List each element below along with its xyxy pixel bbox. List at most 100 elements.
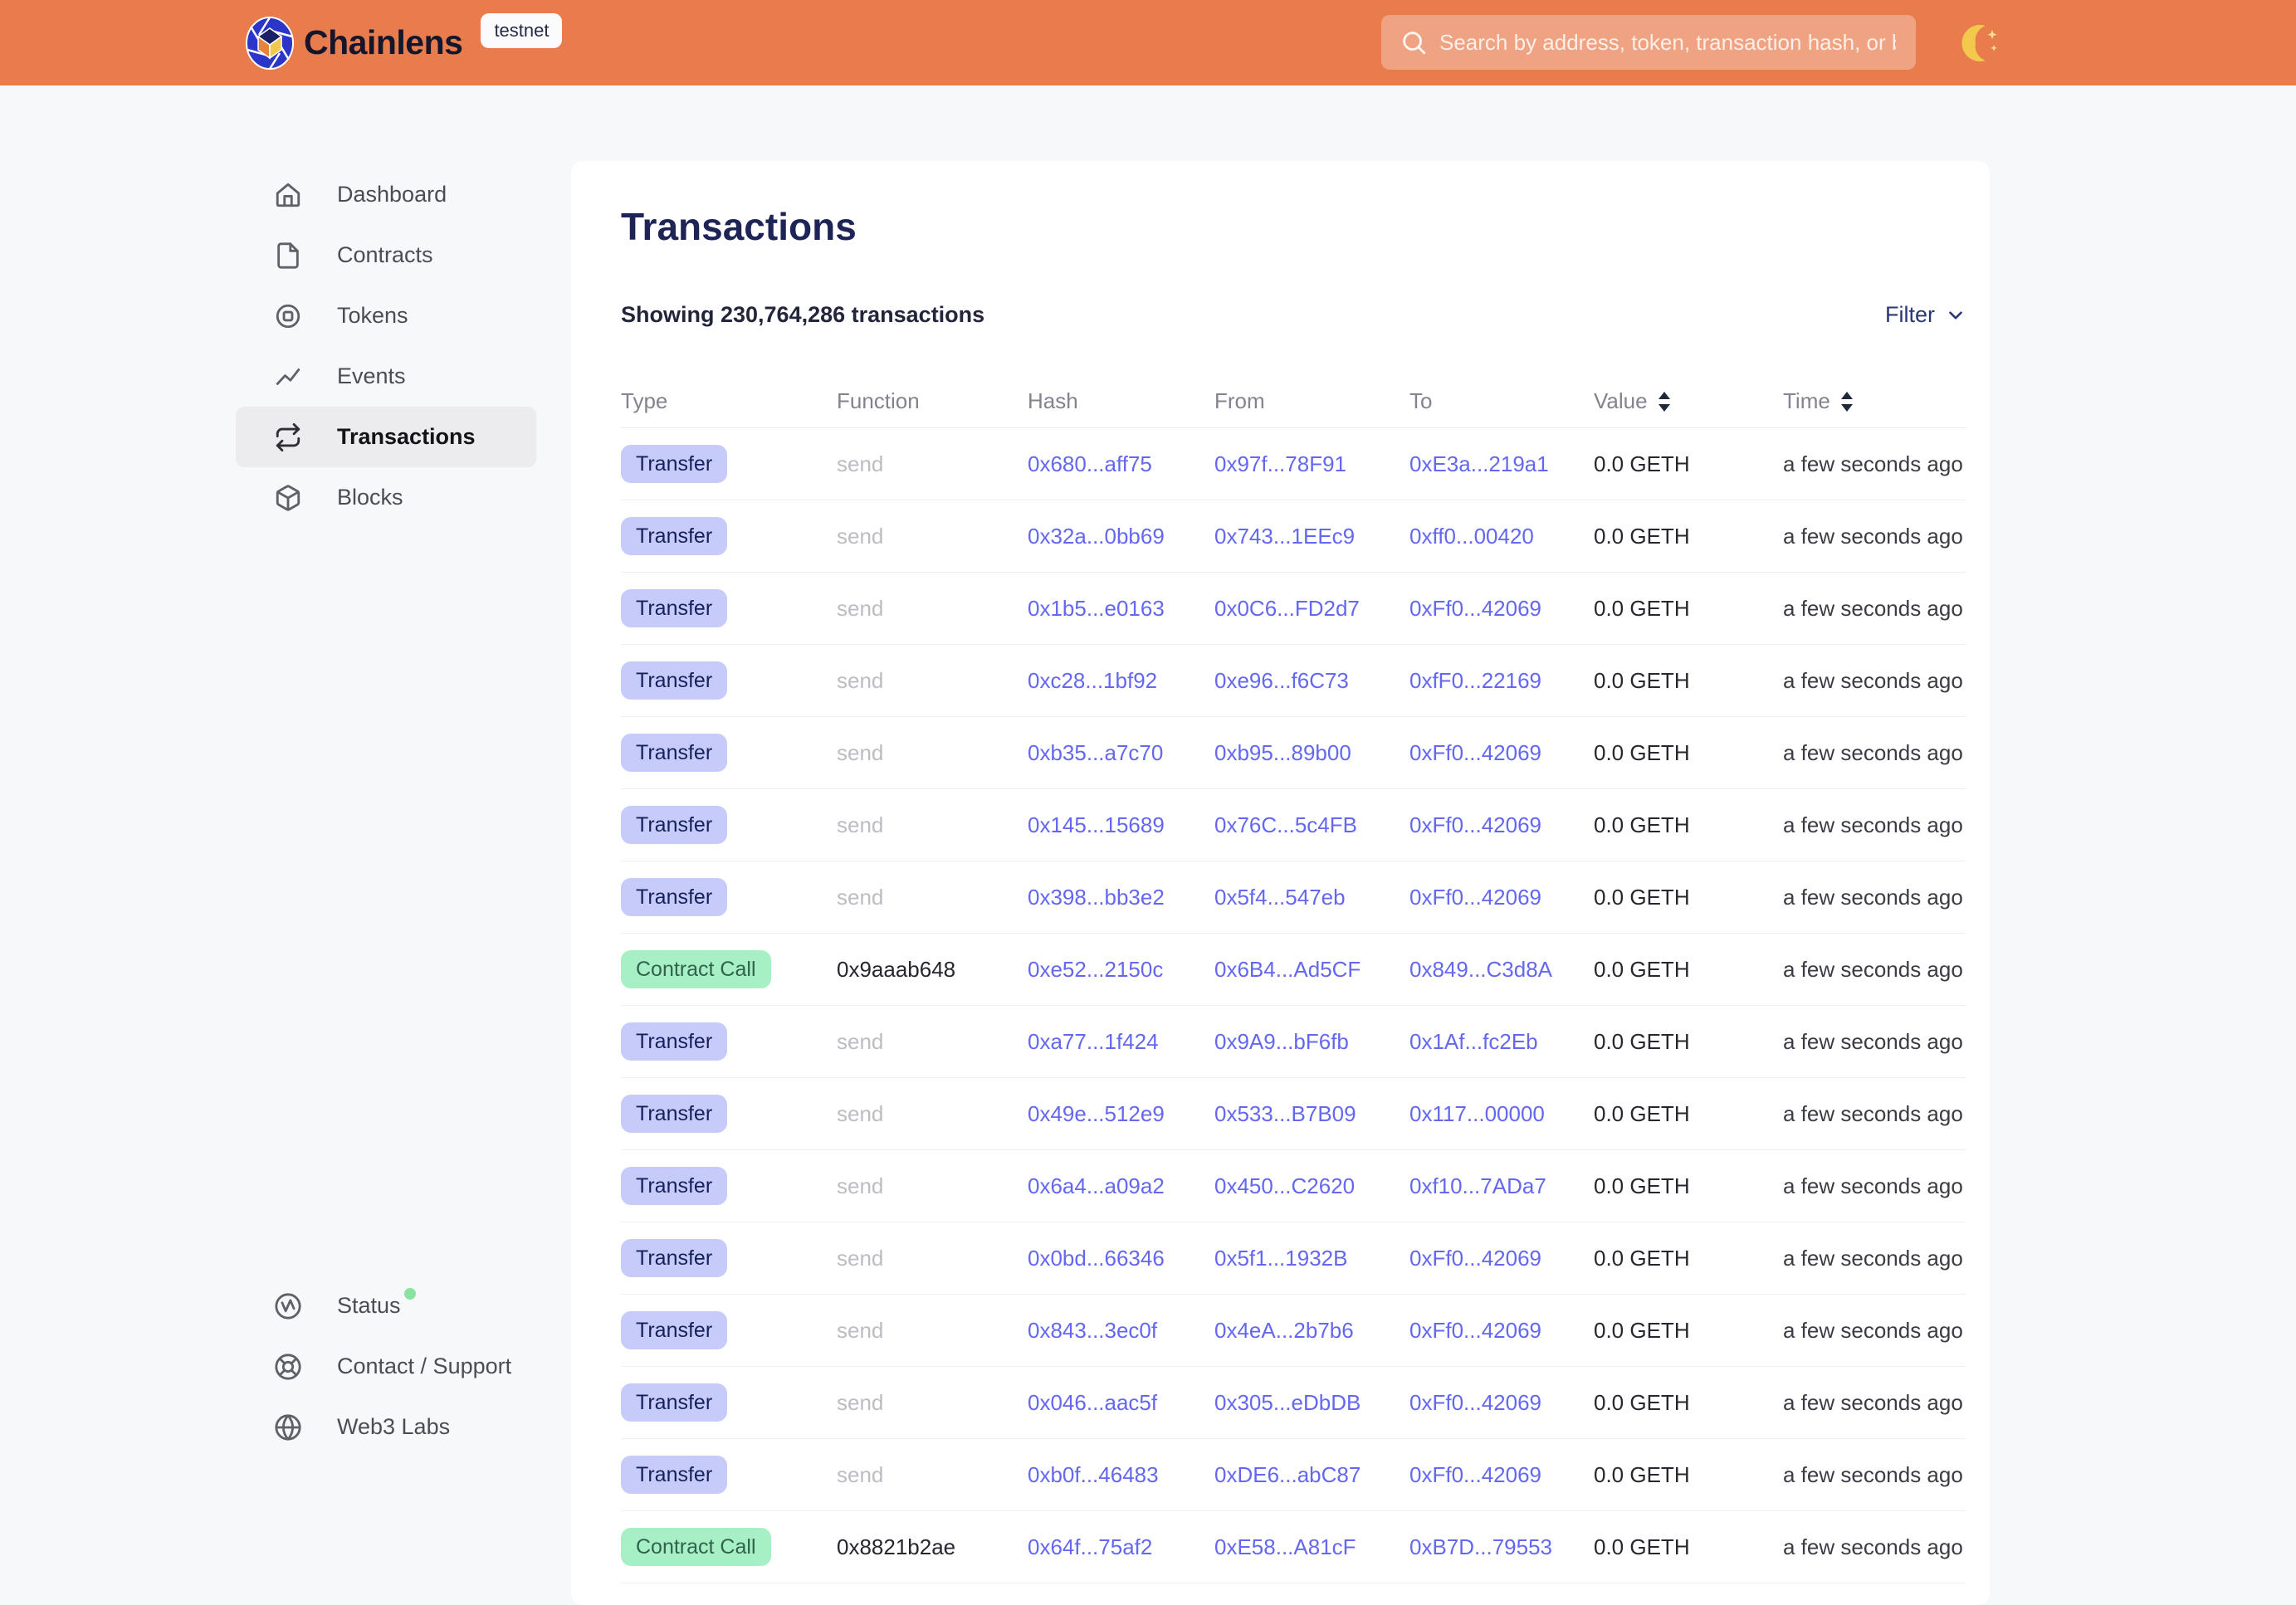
hash-link[interactable]: 0x1b5...e0163	[1028, 595, 1165, 621]
to-address-link[interactable]: 0xFf0...42069	[1409, 1461, 1541, 1487]
hash-link[interactable]: 0xc28...1bf92	[1028, 667, 1158, 693]
table-row: Contract Call 0x9aaab648 0xe52...2150c 0…	[621, 934, 1966, 1006]
column-header-to: To	[1409, 388, 1433, 413]
hash-link[interactable]: 0x64f...75af2	[1028, 1534, 1153, 1559]
from-address-link[interactable]: 0x743...1EEc9	[1214, 523, 1356, 549]
type-badge: Transfer	[621, 445, 728, 483]
from-address-link[interactable]: 0xb95...89b00	[1214, 739, 1351, 765]
hash-link[interactable]: 0x49e...512e9	[1028, 1100, 1165, 1126]
to-address-link[interactable]: 0xFf0...42069	[1409, 739, 1541, 765]
to-address-link[interactable]: 0x117...00000	[1409, 1100, 1545, 1126]
from-address-link[interactable]: 0x305...eDbDB	[1214, 1389, 1361, 1415]
to-address-link[interactable]: 0xFf0...42069	[1409, 595, 1541, 621]
to-address-link[interactable]: 0xf10...7ADa7	[1409, 1173, 1546, 1198]
table-row: Transfer send 0x6a4...a09a2 0x450...C262…	[621, 1150, 1966, 1222]
column-header-time[interactable]: Time	[1783, 388, 1966, 414]
brand[interactable]: Chainlens testnet	[246, 0, 563, 85]
search-input[interactable]	[1381, 15, 1916, 70]
dark-mode-toggle[interactable]	[1961, 22, 2004, 65]
to-address-link[interactable]: 0x849...C3d8A	[1409, 956, 1553, 982]
sidebar-item-dashboard[interactable]: Dashboard	[236, 164, 536, 225]
time-cell: a few seconds ago	[1783, 1028, 1963, 1054]
to-address-link[interactable]: 0xfF0...22169	[1409, 667, 1541, 693]
sidebar-item-blocks[interactable]: Blocks	[236, 467, 536, 528]
value-cell: 0.0 GETH	[1594, 1173, 1690, 1198]
value-cell: 0.0 GETH	[1594, 1245, 1690, 1271]
from-address-link[interactable]: 0x5f1...1932B	[1214, 1245, 1348, 1271]
to-address-link[interactable]: 0xFf0...42069	[1409, 1389, 1541, 1415]
sort-icon[interactable]	[1656, 391, 1673, 412]
time-cell: a few seconds ago	[1783, 1317, 1963, 1343]
hash-link[interactable]: 0x0bd...66346	[1028, 1245, 1165, 1271]
filter-button-label: Filter	[1885, 302, 1935, 327]
sidebar-item-web3-labs[interactable]: Web3 Labs	[236, 1397, 536, 1457]
search-box[interactable]	[1381, 15, 1916, 70]
from-address-link[interactable]: 0x533...B7B09	[1214, 1100, 1356, 1126]
time-cell: a few seconds ago	[1783, 1100, 1963, 1126]
to-address-link[interactable]: 0xFf0...42069	[1409, 1245, 1541, 1271]
hash-link[interactable]: 0xe52...2150c	[1028, 956, 1164, 982]
trend-icon	[276, 368, 300, 385]
to-address-link[interactable]: 0xff0...00420	[1409, 523, 1534, 549]
from-address-link[interactable]: 0x6B4...Ad5CF	[1214, 956, 1361, 982]
hash-link[interactable]: 0x046...aac5f	[1028, 1389, 1158, 1415]
from-address-link[interactable]: 0x5f4...547eb	[1214, 884, 1346, 910]
type-badge: Transfer	[621, 1022, 728, 1061]
sidebar-item-status[interactable]: Status	[236, 1276, 536, 1336]
hash-link[interactable]: 0x145...15689	[1028, 812, 1165, 837]
hash-link[interactable]: 0x680...aff75	[1028, 451, 1152, 476]
type-badge: Transfer	[621, 1095, 728, 1133]
from-address-link[interactable]: 0xE58...A81cF	[1214, 1534, 1356, 1559]
function-cell: 0x8821b2ae	[837, 1534, 956, 1559]
hash-link[interactable]: 0xb35...a7c70	[1028, 739, 1164, 765]
table-row: Transfer send 0xa77...1f424 0x9A9...bF6f…	[621, 1006, 1966, 1078]
from-address-link[interactable]: 0x97f...78F91	[1214, 451, 1346, 476]
filter-button[interactable]: Filter	[1885, 302, 1966, 328]
value-cell: 0.0 GETH	[1594, 884, 1690, 910]
sidebar-item-contact-support[interactable]: Contact / Support	[236, 1336, 536, 1397]
sidebar-item-transactions[interactable]: Transactions	[236, 407, 536, 467]
from-address-link[interactable]: 0x4eA...2b7b6	[1214, 1317, 1354, 1343]
hash-link[interactable]: 0xa77...1f424	[1028, 1028, 1159, 1054]
from-address-link[interactable]: 0x9A9...bF6fb	[1214, 1028, 1349, 1054]
sidebar-item-contracts[interactable]: Contracts	[236, 225, 536, 285]
hash-link[interactable]: 0x6a4...a09a2	[1028, 1173, 1165, 1198]
table-row: Transfer send 0x680...aff75 0x97f...78F9…	[621, 428, 1966, 500]
transactions-table: Type Function Hash From To Value Time Tr…	[621, 375, 1966, 1583]
brand-name: Chainlens	[304, 23, 463, 61]
network-badge: testnet	[481, 12, 563, 48]
moon-icon	[1961, 25, 1997, 61]
to-address-link[interactable]: 0xFf0...42069	[1409, 1317, 1541, 1343]
from-address-link[interactable]: 0x450...C2620	[1214, 1173, 1356, 1198]
to-address-link[interactable]: 0xB7D...79553	[1409, 1534, 1553, 1559]
from-address-link[interactable]: 0xDE6...abC87	[1214, 1461, 1361, 1487]
hash-link[interactable]: 0x32a...0bb69	[1028, 523, 1165, 549]
hash-link[interactable]: 0x398...bb3e2	[1028, 884, 1165, 910]
function-cell: send	[837, 1317, 884, 1343]
function-cell: send	[837, 884, 884, 910]
to-address-link[interactable]: 0xFf0...42069	[1409, 884, 1541, 910]
hash-link[interactable]: 0xb0f...46483	[1028, 1461, 1159, 1487]
time-cell: a few seconds ago	[1783, 739, 1963, 765]
value-cell: 0.0 GETH	[1594, 1317, 1690, 1343]
hash-link[interactable]: 0x843...3ec0f	[1028, 1317, 1158, 1343]
time-cell: a few seconds ago	[1783, 595, 1963, 621]
time-cell: a few seconds ago	[1783, 956, 1963, 982]
sort-icon[interactable]	[1839, 391, 1855, 412]
value-cell: 0.0 GETH	[1594, 1028, 1690, 1054]
sidebar-item-events[interactable]: Events	[236, 346, 536, 407]
table-row: Transfer send 0xb0f...46483 0xDE6...abC8…	[621, 1439, 1966, 1511]
to-address-link[interactable]: 0x1Af...fc2Eb	[1409, 1028, 1538, 1054]
column-header-type: Type	[621, 388, 668, 413]
to-address-link[interactable]: 0xFf0...42069	[1409, 812, 1541, 837]
column-header-value[interactable]: Value	[1594, 388, 1783, 414]
sidebar-item-tokens[interactable]: Tokens	[236, 285, 536, 346]
value-cell: 0.0 GETH	[1594, 667, 1690, 693]
time-cell: a few seconds ago	[1783, 451, 1963, 476]
status-online-dot	[403, 1288, 416, 1300]
from-address-link[interactable]: 0x76C...5c4FB	[1214, 812, 1357, 837]
to-address-link[interactable]: 0xE3a...219a1	[1409, 451, 1549, 476]
from-address-link[interactable]: 0x0C6...FD2d7	[1214, 595, 1360, 621]
from-address-link[interactable]: 0xe96...f6C73	[1214, 667, 1349, 693]
type-badge: Transfer	[621, 806, 728, 844]
